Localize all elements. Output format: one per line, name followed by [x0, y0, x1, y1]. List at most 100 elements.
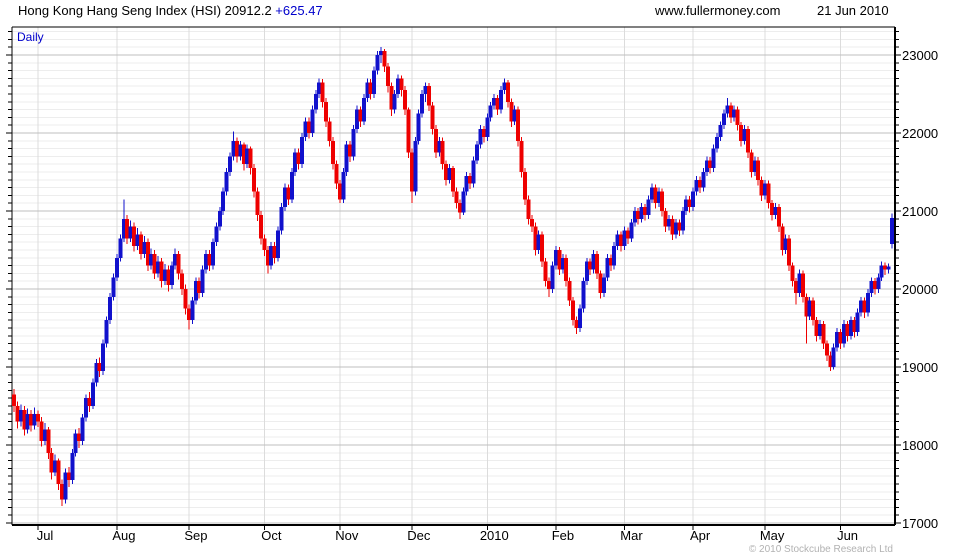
- candle-up: [629, 222, 634, 239]
- candle-down: [197, 281, 202, 293]
- candle-down: [509, 101, 514, 122]
- candle-down: [708, 160, 713, 169]
- candle-down: [519, 140, 524, 172]
- candle-down: [533, 226, 538, 250]
- candle-down: [66, 472, 71, 481]
- candle-up: [217, 211, 222, 227]
- candle-down: [324, 101, 329, 122]
- candle-down: [258, 214, 263, 239]
- candle-up: [245, 148, 250, 165]
- candle-up: [378, 51, 383, 55]
- candle-up: [149, 253, 154, 266]
- candle-up: [680, 211, 685, 231]
- candle-down: [440, 140, 445, 165]
- candle-up: [413, 140, 418, 192]
- candle-up: [101, 343, 106, 371]
- candle-up: [560, 257, 565, 270]
- candle-up: [732, 109, 737, 118]
- candle-down: [430, 105, 435, 130]
- copyright-text: © 2010 Stockcube Research Ltd: [749, 544, 893, 555]
- candle-down: [468, 175, 473, 184]
- candle-up: [855, 312, 860, 332]
- candle-down: [824, 343, 829, 356]
- candle-up: [649, 187, 654, 200]
- candle-down: [687, 199, 692, 208]
- candle-up: [276, 230, 281, 258]
- candle-up: [721, 113, 726, 126]
- candle-down: [739, 125, 744, 141]
- candle-up: [492, 97, 497, 106]
- candle-down: [814, 320, 819, 336]
- candle-down: [852, 320, 857, 332]
- candle-up: [118, 238, 123, 258]
- candle-down: [248, 148, 253, 169]
- candle-down: [87, 398, 92, 406]
- candle-up: [156, 261, 161, 274]
- candle-up: [879, 265, 884, 278]
- candle-up: [128, 226, 133, 239]
- candle-up: [351, 129, 356, 157]
- candle-up: [876, 277, 881, 289]
- candle-down: [207, 253, 212, 266]
- candle-up: [656, 191, 661, 204]
- candle-up: [859, 300, 864, 313]
- candle-down: [176, 253, 181, 274]
- candle-up: [70, 452, 75, 481]
- candle-down: [787, 238, 792, 266]
- candle-down: [255, 191, 260, 215]
- candle-down: [838, 331, 843, 344]
- candle-up: [584, 261, 589, 282]
- candle-down: [776, 207, 781, 227]
- candle-down: [406, 109, 411, 153]
- candle-up: [553, 250, 558, 266]
- candle-up: [204, 253, 209, 270]
- candle-down: [138, 234, 143, 254]
- candle-down: [180, 273, 185, 289]
- candle-down: [296, 152, 301, 165]
- y-axis-label: 22000: [902, 126, 938, 141]
- candle-up: [646, 199, 651, 215]
- candle-down: [625, 230, 630, 239]
- candle-up: [591, 253, 596, 270]
- y-axis-label: 20000: [902, 282, 938, 297]
- candle-down: [588, 261, 593, 270]
- candle-down: [756, 160, 761, 180]
- candle-up: [763, 183, 768, 196]
- x-axis-label: Oct: [261, 528, 282, 543]
- candle-down: [780, 226, 785, 250]
- candle-up: [18, 409, 23, 422]
- candle-down: [389, 86, 394, 110]
- candle-down: [643, 207, 648, 215]
- candle-down: [22, 409, 27, 430]
- candle-down: [358, 109, 363, 122]
- candle-down: [152, 253, 157, 274]
- candle-up: [475, 144, 480, 161]
- candle-up: [485, 117, 490, 137]
- candle-up: [392, 94, 397, 110]
- candle-up: [25, 413, 30, 430]
- candle-down: [821, 324, 826, 344]
- candle-up: [190, 300, 195, 321]
- candle-down: [426, 86, 431, 106]
- candle-down: [526, 199, 531, 219]
- candle-down: [759, 179, 764, 196]
- candle-up: [783, 238, 788, 250]
- candle-up: [886, 266, 891, 270]
- candle-down: [728, 105, 733, 118]
- candle-down: [828, 355, 833, 367]
- candle-down: [735, 109, 740, 126]
- candle-up: [704, 160, 709, 172]
- candle-up: [869, 281, 874, 293]
- candle-up: [344, 144, 349, 172]
- candle-up: [162, 269, 167, 282]
- x-axis-label: Feb: [552, 528, 574, 543]
- candle-down: [159, 261, 164, 282]
- candle-down: [402, 90, 407, 110]
- candle-up: [142, 242, 147, 254]
- candle-down: [660, 191, 665, 211]
- candle-down: [697, 179, 702, 188]
- candle-down: [15, 406, 20, 422]
- candle-down: [444, 164, 449, 180]
- x-axis-label: 2010: [480, 528, 509, 543]
